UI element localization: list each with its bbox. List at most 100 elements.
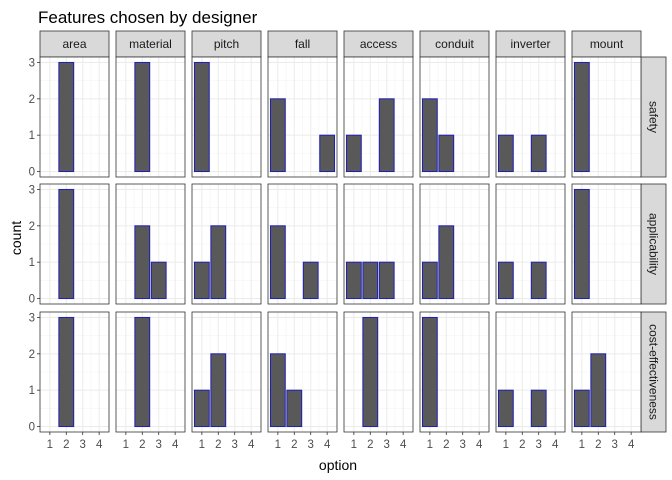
bar-option-1 [421,261,438,300]
y-tick-label: 0 [29,294,35,306]
bar-option-2 [58,188,75,300]
column-strip-label: fall [295,37,310,51]
x-tick-label: 3 [612,439,618,451]
panel-applicability-fall [267,183,338,305]
panel-border [115,183,186,305]
panel-cost-effectiveness-conduit [419,311,490,433]
column-strip-label: area [62,37,86,51]
panel-safety-fall [267,56,338,178]
y-tick-label: 3 [29,57,35,69]
x-tick-label: 2 [215,439,221,451]
panel-applicability-mount [571,183,642,305]
bar-option-3 [378,98,395,173]
bar-option-2 [134,316,151,428]
bar-option-2 [134,225,151,300]
bar-option-1 [269,353,286,428]
panel-applicability-inverter [495,183,566,305]
x-tick-label: 1 [579,439,585,451]
panel-cost-effectiveness-fall [267,311,338,433]
row-strip-label: safety [647,101,661,133]
bar-option-1 [193,389,210,428]
x-tick-label: 1 [123,439,129,451]
panel-border [267,56,338,178]
column-strip-fall [267,30,338,58]
row-strip-label: cost-effectiveness [647,324,661,420]
x-tick-label: 3 [156,439,162,451]
bar-option-3 [530,134,547,173]
bar-option-1 [573,61,590,173]
bar-option-2 [58,316,75,428]
x-tick-label: 3 [460,439,466,451]
bar-option-1 [421,98,438,173]
row-strip-applicability [640,183,667,305]
x-tick-label: 2 [595,439,601,451]
panel-cost-effectiveness-pitch [191,311,262,433]
bar-option-1 [269,98,286,173]
panel-border [495,183,566,305]
bar-option-2 [134,61,151,173]
y-tick-label: 0 [29,167,35,179]
x-tick-label: 3 [384,439,390,451]
panel-applicability-area [39,183,110,305]
panel-border [495,311,566,433]
bar-option-2 [58,61,75,173]
column-strip-pitch [191,30,262,58]
x-tick-label: 3 [308,439,314,451]
bar-option-1 [573,188,590,300]
x-tick-label: 4 [248,439,255,451]
bar-option-1 [497,261,514,300]
panel-border [191,56,262,178]
x-tick-label: 3 [80,439,86,451]
bar-option-3 [378,261,395,300]
y-tick-label: 1 [29,257,35,269]
x-tick-label: 1 [503,439,509,451]
x-tick-label: 4 [324,439,331,451]
y-tick-label: 2 [29,349,35,361]
bar-option-1 [421,316,438,428]
panel-safety-pitch [191,56,262,178]
x-tick-label: 4 [476,439,483,451]
x-tick-label: 2 [63,439,69,451]
bar-option-2 [210,225,227,300]
bar-option-2 [286,389,303,428]
bar-option-2 [362,261,379,300]
panel-cost-effectiveness-access [343,311,414,433]
row-strip-cost-effectiveness [640,311,667,433]
x-tick-label: 4 [400,439,407,451]
panel-border [115,311,186,433]
x-tick-label: 1 [199,439,205,451]
x-tick-label: 4 [628,439,635,451]
x-tick-label: 4 [96,439,103,451]
panel-cost-effectiveness-mount [571,311,642,433]
bar-option-2 [210,353,227,428]
panel-border [39,56,110,178]
panel-safety-mount [571,56,642,178]
panel-border [191,183,262,305]
y-tick-label: 1 [29,385,35,397]
x-tick-label: 2 [291,439,297,451]
panel-border [39,311,110,433]
y-tick-label: 3 [29,184,35,196]
column-strip-label: pitch [214,37,239,51]
bar-option-1 [497,389,514,428]
panel-border [571,56,642,178]
panel-border [191,311,262,433]
column-strip-label: material [129,37,172,51]
panel-border [39,183,110,305]
bar-option-1 [573,389,590,428]
bar-option-4 [319,134,336,173]
column-strip-mount [571,30,642,58]
x-tick-label: 2 [367,439,373,451]
panel-border [343,183,414,305]
row-strip-label: applicability [647,213,661,275]
x-tick-label: 1 [275,439,281,451]
column-strip-label: inverter [510,37,550,51]
y-tick-label: 3 [29,312,35,324]
panel-border [343,56,414,178]
bar-option-2 [362,316,379,428]
panel-safety-access [343,56,414,178]
bar-option-2 [438,225,455,300]
panel-border [495,56,566,178]
bar-option-1 [345,134,362,173]
